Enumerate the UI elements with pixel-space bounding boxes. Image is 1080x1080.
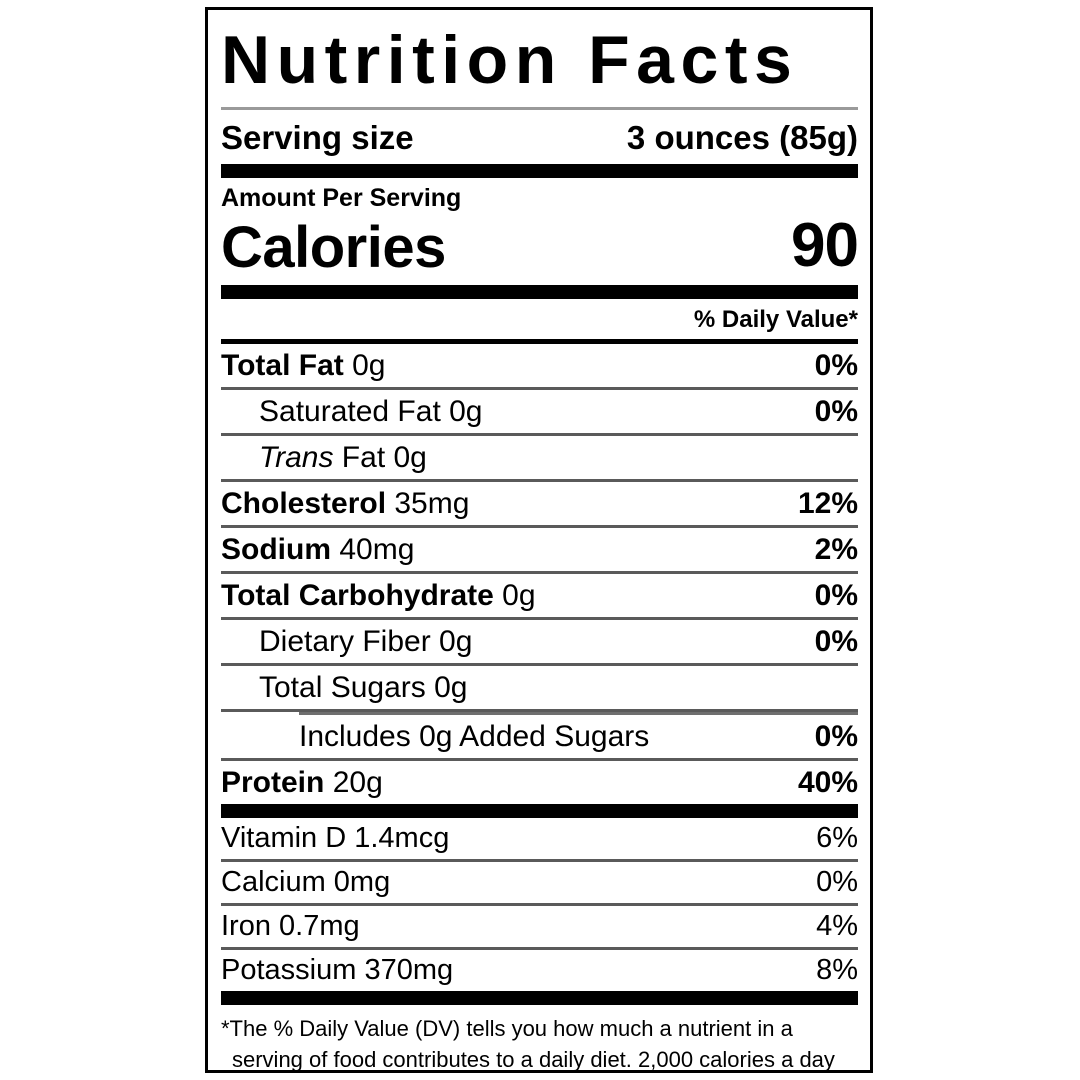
nutrient-daily-value: 0% [814, 395, 858, 428]
divider-between-nutrients [221, 663, 858, 666]
serving-size-row: Serving size 3 ounces (85g) [221, 110, 858, 164]
nutrient-name-bold: Cholesterol [221, 487, 387, 520]
nutrient-row: Total Carbohydrate 0g 0% [221, 574, 858, 617]
nutrient-daily-value: 0% [814, 720, 858, 753]
daily-value-footnote: *The % Daily Value (DV) tells you how mu… [221, 1016, 835, 1080]
nutrient-name-bold: Total Fat [221, 349, 344, 382]
nutrient-name: Total Carbohydrate 0g [221, 579, 536, 612]
divider-between-nutrients [221, 758, 858, 761]
nutrient-name: Dietary Fiber 0g [259, 625, 473, 658]
divider-between-nutrients [221, 387, 858, 390]
divider-thick-below-calories [221, 285, 858, 299]
vitamin-name: Potassium 370mg [221, 954, 454, 986]
nutrient-row: Trans Fat 0g [221, 436, 858, 479]
nutrient-name: Protein 20g [221, 766, 383, 799]
vitamin-daily-value: 6% [816, 822, 858, 854]
nutrient-name: Cholesterol 35mg [221, 487, 470, 520]
nutrient-daily-value: 0% [814, 579, 858, 612]
nutrition-facts-content: Nutrition Facts Serving size 3 ounces (8… [208, 10, 870, 1080]
nutrient-name-bold: Total Carbohydrate [221, 579, 494, 612]
divider-thick-above-footnote [221, 991, 858, 1005]
nutrient-row: Saturated Fat 0g 0% [221, 390, 858, 433]
nutrient-name-bold: Protein [221, 766, 325, 799]
serving-size-label: Serving size [221, 119, 414, 156]
nutrient-daily-value: 0% [814, 349, 858, 382]
divider-indented-bar [299, 712, 858, 715]
nutrient-row: Cholesterol 35mg 12% [221, 482, 858, 525]
nutrient-name-italic: Trans [259, 441, 334, 474]
divider-below-dv-header [221, 339, 858, 344]
divider-between-nutrients [221, 525, 858, 528]
vitamin-daily-value: 8% [816, 954, 858, 986]
vitamin-row: Calcium 0mg 0% [221, 862, 858, 903]
vitamin-list: Vitamin D 1.4mcg 6% Calcium 0mg 0% Iron 0.7m… [221, 818, 858, 991]
nutrient-list: Total Fat 0g 0% Saturated Fat 0g 0% Trans Fa… [221, 344, 858, 804]
nutrient-name: Total Fat 0g [221, 349, 386, 382]
divider-between-nutrients [221, 571, 858, 574]
nutrient-name: Includes 0g Added Sugars [299, 720, 650, 753]
divider-between-nutrients [221, 709, 858, 712]
divider-below-title [221, 107, 858, 110]
serving-size-value: 3 ounces (85g) [626, 119, 858, 156]
divider-between-vitamins [221, 859, 858, 862]
nutrient-name: Saturated Fat 0g [259, 395, 483, 428]
vitamin-name: Iron 0.7mg [221, 910, 360, 942]
nutrient-row: Protein 20g 40% [221, 761, 858, 804]
vitamin-name: Calcium 0mg [221, 866, 391, 898]
divider-thick-above-vitamins [221, 804, 858, 818]
divider-between-nutrients [221, 617, 858, 620]
nutrient-daily-value: 40% [797, 766, 858, 799]
vitamin-row: Potassium 370mg 8% [221, 950, 858, 991]
vitamin-daily-value: 4% [816, 910, 858, 942]
divider-between-nutrients [221, 433, 858, 436]
nutrient-name: Trans Fat 0g [259, 441, 427, 474]
nutrient-name: Sodium 40mg [221, 533, 415, 566]
divider-indented [221, 712, 858, 715]
nutrient-name: Total Sugars 0g [259, 671, 468, 704]
nutrition-facts-panel: Nutrition Facts Serving size 3 ounces (8… [205, 7, 873, 1080]
nutrient-daily-value: 2% [814, 533, 858, 566]
vitamin-daily-value: 0% [816, 866, 858, 898]
nutrient-row: Sodium 40mg 2% [221, 528, 858, 571]
calories-row: Calories 90 [221, 211, 859, 285]
amount-per-serving-label: Amount Per Serving [221, 184, 462, 212]
nutrient-row: Dietary Fiber 0g 0% [221, 620, 858, 663]
nutrient-row: Includes 0g Added Sugars 0% [221, 715, 858, 758]
nutrient-daily-value: 0% [814, 625, 858, 658]
nutrient-row: Total Sugars 0g [221, 666, 858, 709]
daily-value-header: % Daily Value* [693, 306, 858, 333]
vitamin-name: Vitamin D 1.4mcg [221, 822, 450, 854]
divider-between-nutrients [221, 479, 858, 482]
nutrient-row: Total Fat 0g 0% [221, 344, 858, 387]
divider-thick-above-calories [221, 164, 858, 178]
vitamin-row: Vitamin D 1.4mcg 6% [221, 818, 858, 859]
nutrient-daily-value: 12% [797, 487, 858, 520]
vitamin-row: Iron 0.7mg 4% [221, 906, 858, 947]
divider-between-vitamins [221, 947, 858, 950]
divider-between-vitamins [221, 903, 858, 906]
calories-label: Calories [221, 215, 446, 280]
nutrient-name-bold: Sodium [221, 533, 331, 566]
calories-value: 90 [791, 211, 859, 280]
page-title: Nutrition Facts [221, 22, 799, 98]
